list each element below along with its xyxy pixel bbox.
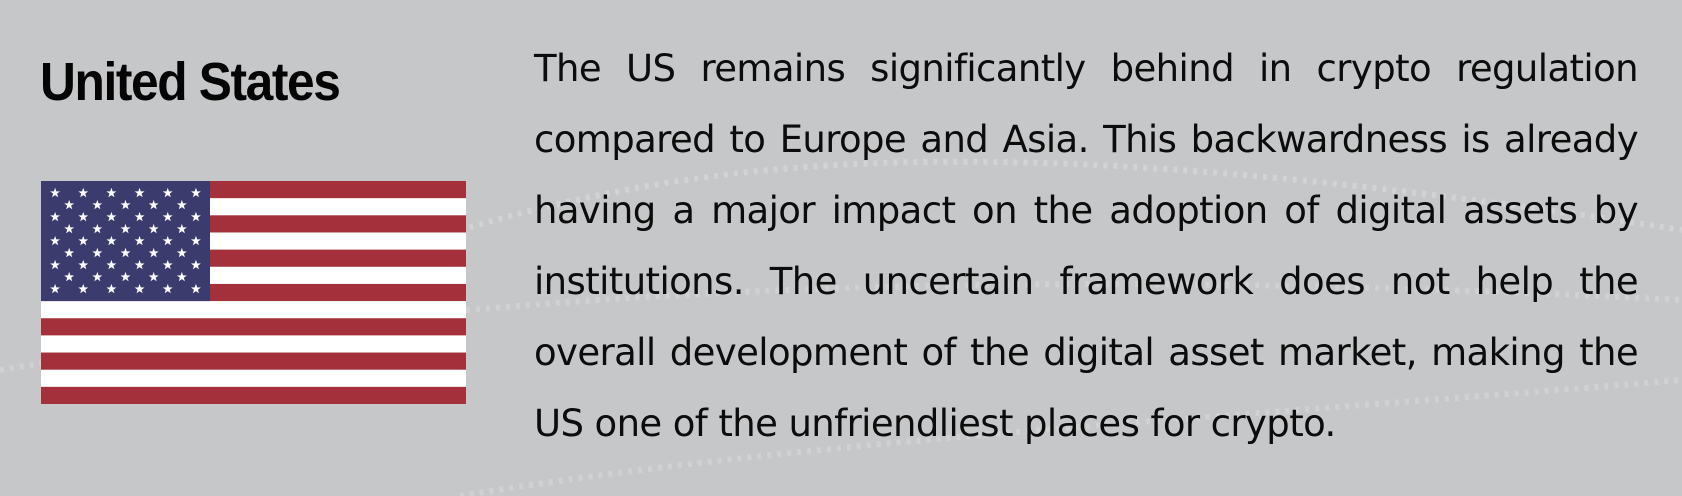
flag-star [78,187,89,198]
flag-stripe [41,335,466,354]
flag-star [106,235,117,246]
flag-star [162,235,173,246]
flag-star [190,187,201,198]
flag-star [106,259,117,270]
flag-star [162,187,173,198]
flag-star [120,247,131,258]
flag-star [64,223,75,234]
flag-star [148,223,159,234]
flag-star [190,235,201,246]
flag-star [176,223,187,234]
flag-star [50,187,61,198]
flag-star [92,223,103,234]
flag-star [148,271,159,282]
flag-star [64,271,75,282]
flag-star [92,247,103,258]
flag-star [148,247,159,258]
flag-star [148,199,159,210]
flag-star [176,199,187,210]
flag-star [92,199,103,210]
flag-canton [41,181,210,302]
flag-star [92,271,103,282]
flag-star [120,199,131,210]
flag-star [78,259,89,270]
flag-star [106,187,117,198]
flag-star [64,247,75,258]
flag-stripe [41,352,466,371]
flag-star [162,259,173,270]
flag-star [78,211,89,222]
flag-star [190,283,201,294]
flag-star [78,235,89,246]
flag-stripe [41,318,466,336]
flag-star [50,211,61,222]
flag-star [50,235,61,246]
flag-star [134,235,145,246]
flag-star [120,271,131,282]
flag-stripe [41,301,466,319]
flag-star [64,199,75,210]
flag-stripe [41,386,466,404]
flag-star [106,211,117,222]
flag-star [162,283,173,294]
country-title: United States [40,52,341,112]
flag-star [50,283,61,294]
flag-star [134,283,145,294]
flag-star [134,259,145,270]
flag-star [134,211,145,222]
flag-stripe [41,369,466,388]
flag-star [134,187,145,198]
body-paragraph: The US remains significantly behind in c… [534,47,1639,445]
flag-star [176,247,187,258]
flag-star [176,271,187,282]
flag-star [50,259,61,270]
flag-star [78,283,89,294]
us-flag-icon [41,181,466,404]
flag-star [162,211,173,222]
flag-star [190,211,201,222]
flag-star [106,283,117,294]
flag-star [120,223,131,234]
flag-star [190,259,201,270]
